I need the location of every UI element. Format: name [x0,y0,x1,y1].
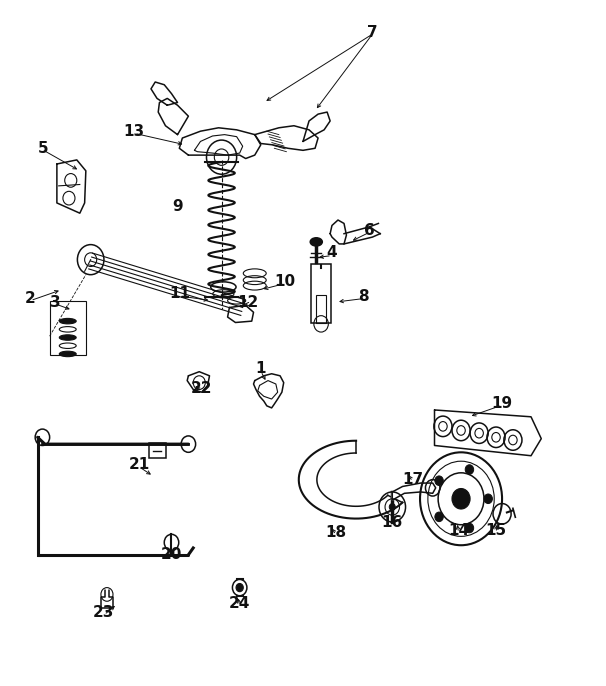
Text: 22: 22 [191,381,213,397]
Text: 14: 14 [448,523,469,539]
Text: 11: 11 [169,286,190,301]
Polygon shape [179,128,261,158]
Circle shape [465,464,474,474]
Circle shape [452,488,470,509]
Text: 7: 7 [367,25,378,40]
Text: 18: 18 [325,525,347,541]
Polygon shape [101,591,113,608]
Text: 24: 24 [229,597,250,611]
Circle shape [435,512,444,521]
Text: 5: 5 [38,141,49,156]
Text: 12: 12 [237,294,258,309]
Polygon shape [151,82,178,105]
Polygon shape [303,112,330,141]
Bar [311,264,331,322]
Polygon shape [187,372,210,392]
Circle shape [465,523,474,533]
Text: 8: 8 [358,289,368,304]
Text: 15: 15 [485,523,507,539]
Text: 21: 21 [128,457,150,472]
Circle shape [484,494,493,504]
Text: 6: 6 [364,223,375,238]
Text: 9: 9 [172,199,183,214]
Circle shape [236,584,243,592]
Circle shape [389,504,395,510]
Ellipse shape [59,318,76,324]
Text: 3: 3 [50,294,61,309]
Polygon shape [392,483,436,500]
Text: 23: 23 [93,605,115,620]
Text: 17: 17 [402,472,424,487]
Ellipse shape [59,351,76,357]
Text: 10: 10 [275,274,296,289]
Text: 2: 2 [25,291,36,306]
Polygon shape [255,126,318,150]
Text: 16: 16 [382,514,403,530]
Ellipse shape [310,238,322,246]
Text: 4: 4 [327,246,338,260]
Polygon shape [330,220,347,244]
Circle shape [435,476,444,486]
Text: 19: 19 [491,396,513,411]
Polygon shape [57,160,86,213]
Ellipse shape [59,335,76,340]
Text: 1: 1 [256,362,266,377]
Text: 20: 20 [161,547,182,563]
Polygon shape [435,410,541,456]
Text: 13: 13 [124,123,145,139]
Bar [316,295,326,322]
Polygon shape [253,374,284,408]
Polygon shape [158,98,188,134]
Bar [149,442,166,458]
